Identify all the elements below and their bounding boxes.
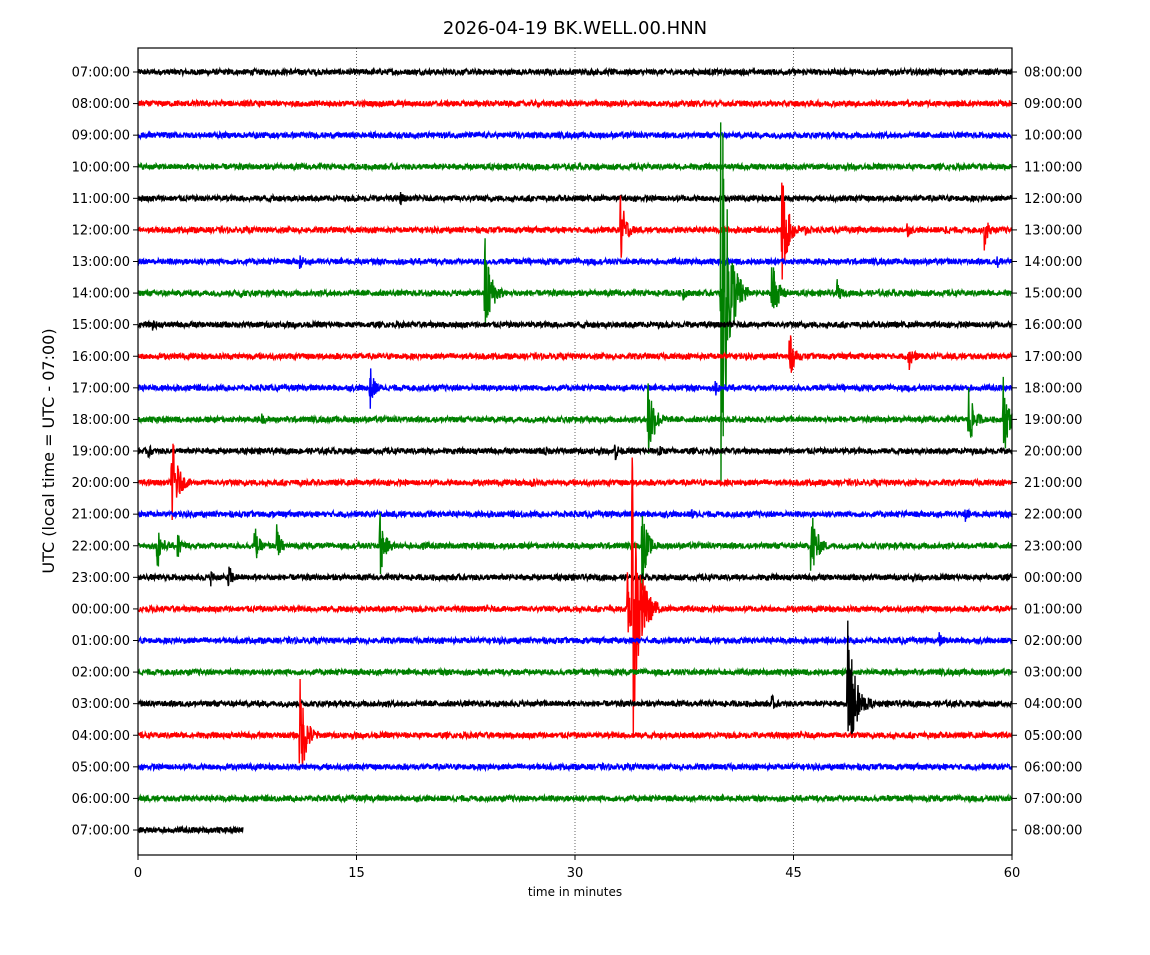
traces [137,66,1013,835]
chart-title: 2026-04-19 BK.WELL.00.HNN [443,18,707,39]
x-tick-label: 30 [567,866,584,881]
y-tick-label-right: 17:00:00 [1024,350,1082,365]
y-tick-label-left: 06:00:00 [72,792,130,807]
x-axis-label: time in minutes [528,885,622,899]
y-tick-label-right: 16:00:00 [1024,318,1082,333]
y-tick-label-left: 01:00:00 [72,634,130,649]
trace-000000 [137,457,1013,738]
y-tick-label-right: 10:00:00 [1024,129,1082,144]
y-tick-label-left: 15:00:00 [72,318,130,333]
y-tick-label-right: 12:00:00 [1024,192,1082,207]
trace-230000 [137,566,1013,587]
y-tick-label-left: 10:00:00 [72,160,130,175]
y-tick-label-left: 12:00:00 [72,223,130,238]
trace-070000 [137,66,1013,78]
y-tick-label-right: 21:00:00 [1024,476,1082,491]
x-tick-label: 0 [134,866,142,881]
y-tick-label-left: 23:00:00 [72,571,130,586]
y-tick-label-left: 09:00:00 [72,129,130,144]
y-tick-label-right: 08:00:00 [1024,824,1082,839]
left-axis: 07:00:00 08:00:00 09:00:00 10:00:00 11:00:00… [72,66,138,839]
trace-160000 [137,335,1013,373]
y-tick-label-left: 11:00:00 [72,192,130,207]
trace-120000 [137,182,1013,280]
y-tick-label-right: 02:00:00 [1024,634,1082,649]
y-tick-label-right: 03:00:00 [1024,666,1082,681]
trace-110000 [137,191,1013,206]
trace-080000 [137,98,1013,109]
y-tick-label-left: 21:00:00 [72,508,130,523]
y-tick-label-left: 17:00:00 [72,381,130,396]
y-tick-label-left: 20:00:00 [72,476,130,491]
trace-020000 [137,666,1013,678]
y-tick-label-right: 13:00:00 [1024,223,1082,238]
y-tick-label-left: 04:00:00 [72,729,130,744]
y-tick-label-right: 15:00:00 [1024,287,1082,302]
x-tick-label: 15 [348,866,365,881]
trace-200000 [137,443,1013,521]
y-tick-label-right: 01:00:00 [1024,602,1082,617]
y-tick-label-left: 02:00:00 [72,666,130,681]
trace-220000 [137,512,1013,591]
y-tick-label-right: 04:00:00 [1024,697,1082,712]
x-axis: 0 15 30 45 60 [134,855,1020,881]
trace-210000 [137,508,1013,522]
y-tick-label-left: 18:00:00 [72,413,130,428]
x-tick-label: 45 [785,866,802,881]
trace-150000 [137,319,1013,331]
y-tick-label-right: 07:00:00 [1024,792,1082,807]
y-tick-label-left: 07:00:00 [72,66,130,81]
y-tick-label-right: 19:00:00 [1024,413,1082,428]
y-tick-label-left: 16:00:00 [72,350,130,365]
trace-130000 [137,255,1013,270]
y-tick-label-left: 13:00:00 [72,255,130,270]
trace-190000 [137,444,1013,461]
trace-100000 [137,161,1013,173]
trace-170000 [137,368,1013,409]
y-tick-label-left: 19:00:00 [72,445,130,460]
y-tick-label-right: 20:00:00 [1024,445,1082,460]
y-tick-label-right: 05:00:00 [1024,729,1082,744]
trace-090000 [137,129,1013,141]
trace-030000 [137,620,1013,738]
y-tick-label-left: 07:00:00 [72,824,130,839]
trace-140000 [137,122,1013,482]
trace-040000 [137,678,1013,769]
x-tick-label: 60 [1004,866,1021,881]
trace-060000 [137,792,1013,804]
y-tick-label-right: 23:00:00 [1024,539,1082,554]
trace-010000 [137,632,1013,647]
y-tick-label-right: 06:00:00 [1024,760,1082,775]
y-axis-label: UTC (local time = UTC - 07:00) [39,328,58,573]
y-tick-label-left: 08:00:00 [72,97,130,112]
right-axis: 08:00:00 09:00:00 10:00:00 11:00:00 12:00:00… [1012,66,1082,839]
y-tick-label-right: 00:00:00 [1024,571,1082,586]
y-tick-label-left: 03:00:00 [72,697,130,712]
y-tick-label-left: 00:00:00 [72,602,130,617]
trace-180000 [137,376,1013,454]
y-tick-label-right: 11:00:00 [1024,160,1082,175]
y-tick-label-right: 08:00:00 [1024,66,1082,81]
y-tick-label-right: 18:00:00 [1024,381,1082,396]
trace-050000 [137,761,1013,773]
y-tick-label-left: 22:00:00 [72,539,130,554]
y-tick-label-left: 14:00:00 [72,287,130,302]
y-tick-label-right: 22:00:00 [1024,508,1082,523]
y-tick-label-right: 14:00:00 [1024,255,1082,270]
grid-lines [356,48,794,855]
y-tick-label-left: 05:00:00 [72,760,130,775]
y-tick-label-right: 09:00:00 [1024,97,1082,112]
trace-070000 [137,824,244,835]
